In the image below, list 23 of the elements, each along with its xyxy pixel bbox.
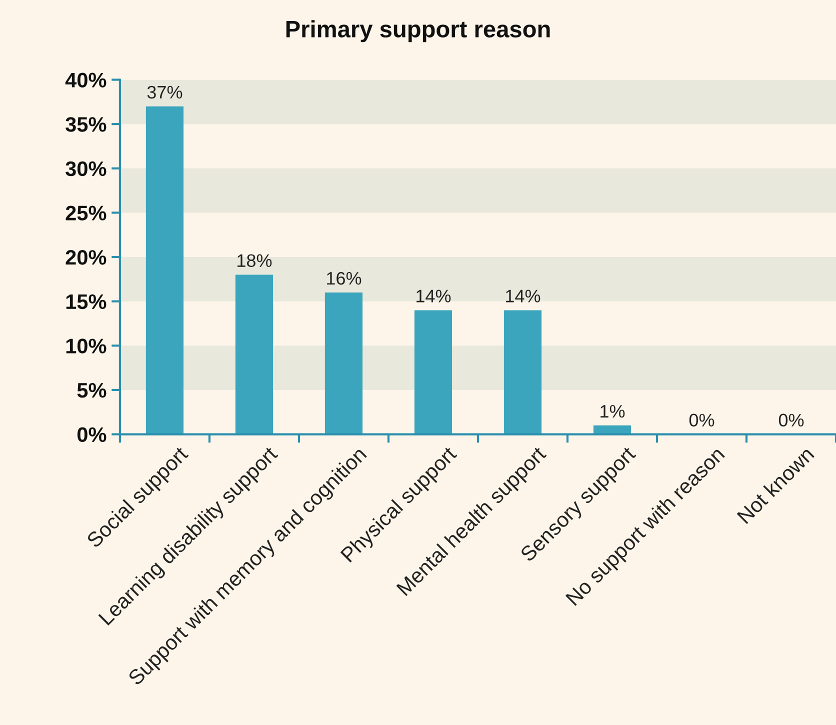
- bar: [324, 292, 363, 434]
- data-label: 18%: [238, 254, 272, 268]
- y-tick-label: 35%: [66, 117, 106, 132]
- bar: [414, 310, 452, 434]
- data-label: 0%: [778, 414, 804, 427]
- chart-title: Primary support reason: [286, 20, 550, 42]
- data-label: 16%: [327, 272, 362, 285]
- y-tick-label: 30%: [66, 161, 106, 176]
- y-tick-label: 10%: [66, 338, 106, 354]
- y-tick-label: 5%: [77, 383, 106, 398]
- bar: [235, 274, 274, 434]
- data-label: 14%: [416, 290, 451, 302]
- y-tick-label: 0%: [77, 427, 106, 442]
- data-label: 14%: [506, 290, 540, 302]
- data-label: 1%: [600, 404, 625, 418]
- y-tick-label: 25%: [66, 206, 106, 220]
- data-label: 37%: [147, 86, 182, 99]
- y-tick-label: 20%: [66, 250, 106, 265]
- y-tick-label: 40%: [65, 72, 106, 88]
- bar: [146, 106, 184, 434]
- y-tick-label: 15%: [66, 294, 106, 310]
- data-label: 0%: [689, 414, 714, 427]
- bar: [504, 310, 542, 434]
